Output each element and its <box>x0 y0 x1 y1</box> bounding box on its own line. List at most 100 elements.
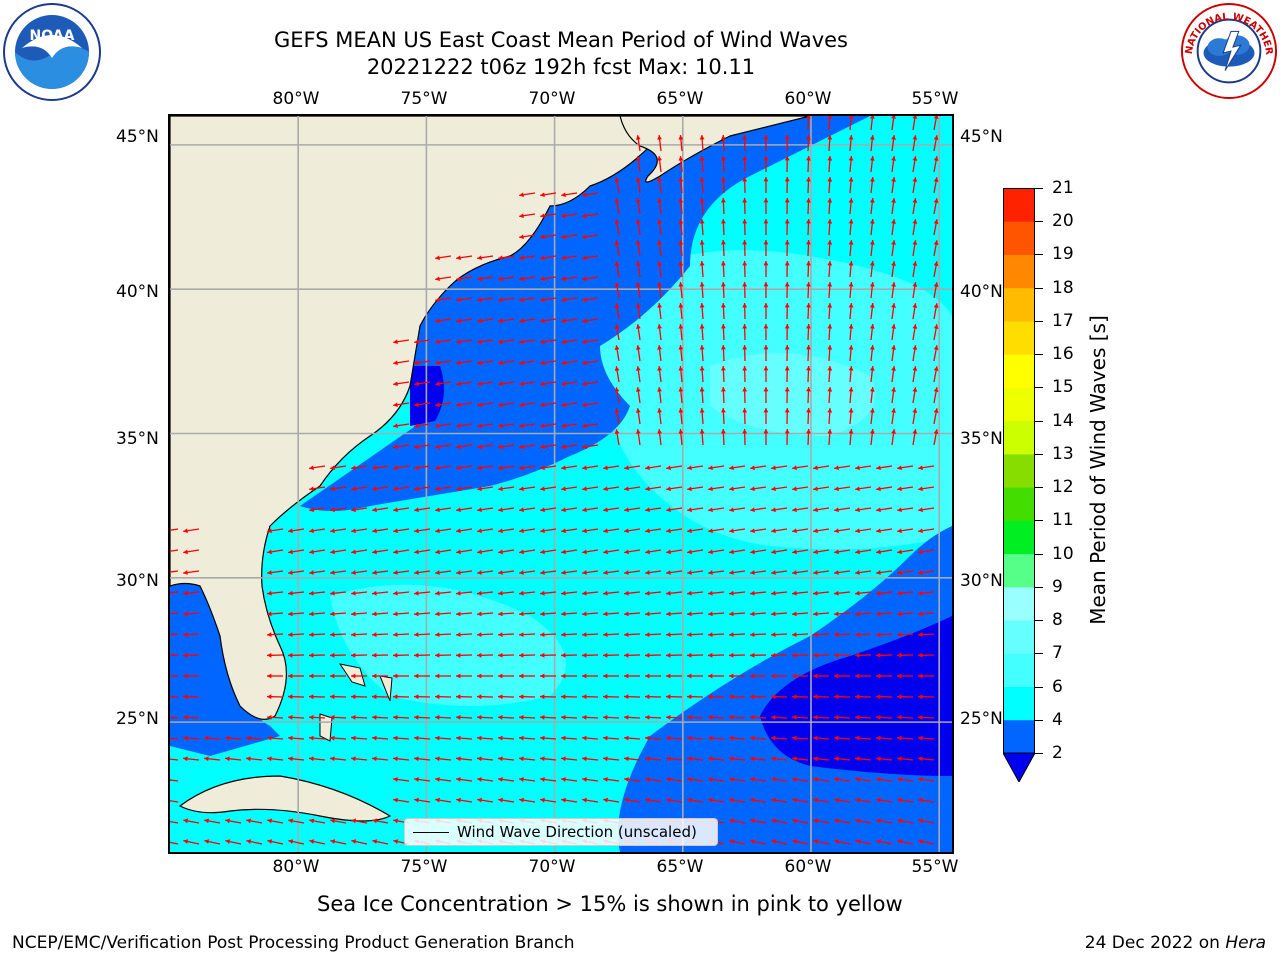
wind-vector-head <box>288 570 293 575</box>
wind-vector-head <box>372 528 377 534</box>
wind-vector-head <box>435 507 440 513</box>
wind-vector-head <box>540 486 545 492</box>
wind-vector-head <box>806 324 811 329</box>
wind-vector-head <box>288 590 293 596</box>
wind-vector-head <box>246 735 251 741</box>
period-band-2-4s <box>300 116 870 511</box>
wind-vector-head <box>540 735 545 741</box>
wind-vector-head <box>309 652 314 658</box>
colorbar-segment <box>1003 287 1035 322</box>
wind-vector-head <box>750 507 755 513</box>
wind-vector-head <box>869 219 875 224</box>
wind-vector-head <box>477 528 482 534</box>
wind-vector-head <box>372 818 378 824</box>
wind-vector-head <box>792 797 797 803</box>
wind-vector-head <box>678 261 684 266</box>
wind-vector-head <box>624 714 629 720</box>
footer-date: 24 Dec 2022 on Hera <box>1085 933 1266 953</box>
wind-vector-head <box>813 486 818 492</box>
wind-vector-head <box>742 135 748 140</box>
wind-vector-head <box>561 611 566 617</box>
lat-tick-right: 45°N <box>960 127 1003 147</box>
wind-vector-head <box>635 219 641 224</box>
colorbar-tick-label: 12 <box>1052 477 1074 498</box>
colorbar-tick-mark <box>1035 387 1043 389</box>
wind-vector-head <box>891 282 896 287</box>
wind-vector-head <box>414 570 419 575</box>
wind-vector-head <box>729 694 734 700</box>
wind-vector-head <box>635 261 641 266</box>
wind-vector-head <box>742 261 748 266</box>
wind-vector-head <box>806 135 811 140</box>
wind-vector-head <box>414 444 419 450</box>
wind-vector-head <box>456 570 461 575</box>
wind-vector-head <box>225 735 230 741</box>
wind-vector-head <box>498 276 503 282</box>
wind-vector-head <box>784 240 790 245</box>
wind-vector-head <box>806 366 811 371</box>
wind-vector-head <box>330 549 335 555</box>
wind-vector-head <box>729 839 735 844</box>
wind-vector-head <box>540 777 545 782</box>
wind-vector-head <box>624 570 629 575</box>
wind-vector-head <box>933 177 939 183</box>
wind-vector-head <box>834 549 839 555</box>
wind-vector-head <box>540 276 545 282</box>
wind-vector-head <box>742 303 748 308</box>
wind-vector-head <box>456 797 461 803</box>
wind-vector-head <box>603 735 608 741</box>
wind-vector-head <box>834 839 840 844</box>
wind-vector-head <box>372 694 377 700</box>
wind-vector-head <box>721 198 726 203</box>
wind-vector-head <box>498 339 503 345</box>
colorbar-tick-mark <box>1035 420 1043 422</box>
wind-vector-head <box>813 465 818 471</box>
wind-vector-head <box>246 839 252 844</box>
wind-vector-head <box>729 465 734 471</box>
wind-vector-head <box>519 652 524 658</box>
wind-vector-head <box>912 219 918 224</box>
wind-vector-head <box>183 611 188 617</box>
wind-vector-head <box>456 339 461 345</box>
wind-vector-head <box>897 694 902 700</box>
wind-vector-head <box>897 570 902 575</box>
wind-vector-head <box>666 632 671 638</box>
wind-vector-head <box>806 240 811 245</box>
wind-vector-head <box>372 652 377 658</box>
wind-vector-head <box>721 429 726 434</box>
wind-vector-head <box>498 360 503 366</box>
wind-vector-head <box>742 408 748 413</box>
wind-vector-head <box>183 549 188 555</box>
wind-vector-head <box>848 135 854 140</box>
wind-vector-head <box>855 570 860 575</box>
lat-tick-right: 35°N <box>960 429 1003 449</box>
wind-vector-head <box>635 345 641 350</box>
lat-tick-left: 30°N <box>116 571 159 591</box>
wind-vector-head <box>456 549 461 555</box>
wind-vector-head <box>708 797 713 803</box>
wind-vector-head <box>848 261 854 266</box>
wind-vector-head <box>519 528 524 534</box>
wind-vector-head <box>393 339 398 345</box>
colorbar-tick-mark <box>1035 287 1043 289</box>
wind-vector-head <box>624 652 629 658</box>
wind-vector-head <box>414 381 419 387</box>
wind-vector-head <box>561 714 566 720</box>
wind-vector-head <box>918 528 923 534</box>
wind-vector-head <box>477 611 482 617</box>
wind-vector-head <box>624 549 629 555</box>
wind-vector-head <box>603 570 608 575</box>
wind-vector-head <box>897 465 902 471</box>
wind-vector-head <box>309 590 314 596</box>
wind-vector-head <box>813 735 818 741</box>
wind-vector-head <box>393 694 398 700</box>
wind-vector-head <box>742 387 748 392</box>
wind-vector-head <box>267 694 272 700</box>
wind-vector-head <box>624 673 629 679</box>
wind-vector-head <box>288 632 293 638</box>
wind-vector-head <box>540 756 545 762</box>
wind-vector-head <box>561 213 566 219</box>
wind-vector-head <box>855 652 860 658</box>
wind-vector-head <box>678 324 684 329</box>
wind-vector-head <box>869 408 875 413</box>
